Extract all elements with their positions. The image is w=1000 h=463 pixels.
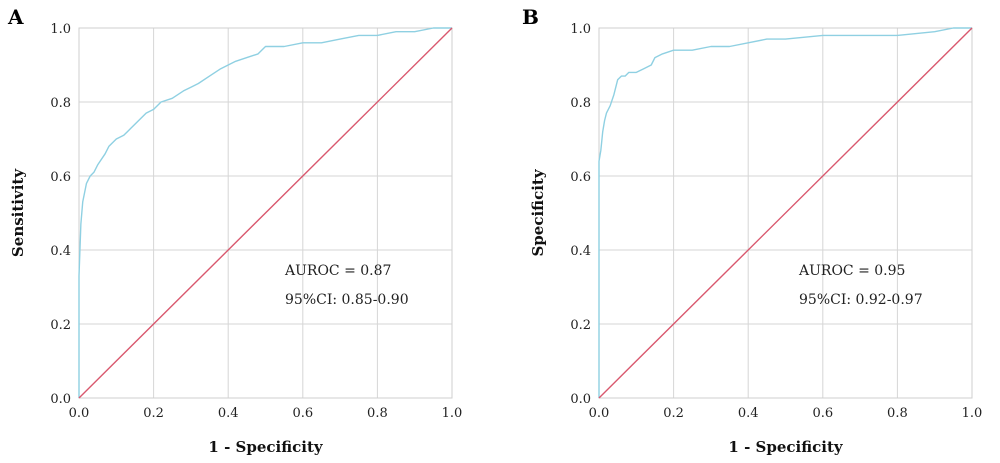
auroc-annotation: AUROC = 0.95 (798, 263, 905, 279)
y-tick-label: 0.4 (570, 244, 591, 259)
reference-diagonal-line (598, 27, 973, 399)
plot-frame (78, 27, 453, 399)
panel-label: A (7, 5, 24, 29)
y-tick-label: 0.4 (50, 244, 71, 259)
auroc-annotation: AUROC = 0.87 (284, 263, 391, 279)
x-tick-label: 0.4 (738, 406, 759, 421)
panel-label: B (522, 5, 539, 29)
x-tick-label: 0.6 (292, 406, 313, 421)
roc-curve-line (598, 27, 972, 398)
y-tick-label: 0.8 (570, 96, 591, 111)
ci-annotation: 95%CI: 0.85-0.90 (285, 292, 409, 308)
x-tick-label: 0.8 (367, 406, 388, 421)
ci-annotation: 95%CI: 0.92-0.97 (799, 292, 923, 308)
x-tick-label: 0.0 (69, 406, 90, 421)
y-tick-label: 0.2 (50, 318, 71, 333)
chart-panel-a: 0.0 0.2 0.4 0.6 0.8 1.0 0.0 0.2 0.4 0.6 0.8 1.0 1 - … (7, 5, 462, 456)
x-tick-label: 0.8 (887, 406, 908, 421)
y-tick-label: 1.0 (570, 22, 591, 37)
x-tick-label: 1.0 (442, 406, 463, 421)
x-tick-label: 1.0 (962, 406, 983, 421)
x-tick-label: 0.0 (589, 406, 610, 421)
x-axis-label: 1 - Specificity (208, 438, 323, 456)
y-tick-label: 1.0 (50, 22, 71, 37)
y-tick-label: 0.0 (50, 392, 71, 407)
y-tick-label: 0.8 (50, 96, 71, 111)
y-axis-label: Specificity (529, 168, 547, 256)
x-tick-label: 0.6 (812, 406, 833, 421)
roc-curve-line (78, 27, 452, 398)
x-tick-label: 0.2 (663, 406, 684, 421)
x-axis-label: 1 - Specificity (728, 438, 843, 456)
y-tick-label: 0.0 (570, 392, 591, 407)
x-tick-label: 0.2 (143, 406, 164, 421)
reference-diagonal-line (78, 27, 453, 399)
y-axis-label: Sensitivity (9, 168, 27, 257)
y-tick-label: 0.6 (50, 170, 71, 185)
chart-panel-b: 0.0 0.2 0.4 0.6 0.8 1.0 0.0 0.2 0.4 0.6 0.8 1.0 1 - … (522, 5, 982, 456)
x-tick-label: 0.4 (218, 406, 239, 421)
y-tick-label: 0.2 (570, 318, 591, 333)
y-tick-label: 0.6 (570, 170, 591, 185)
